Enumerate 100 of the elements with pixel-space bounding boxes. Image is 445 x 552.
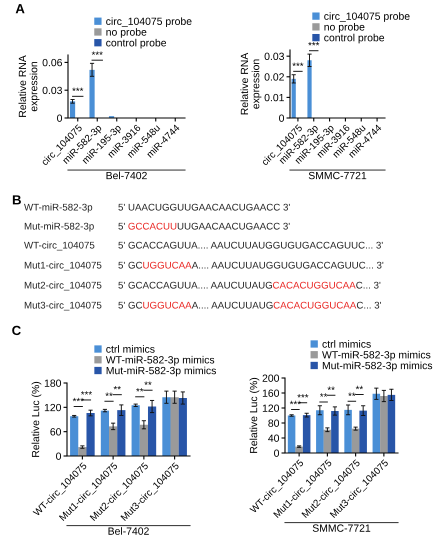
y-tick-label: 40 [268, 434, 280, 442]
y-tick-label: 80 [268, 420, 280, 427]
x-axis-title: SMMC-7721 [308, 172, 366, 180]
legend-label: WT-miR-582-3p mimics [322, 350, 430, 361]
text: WT-miR-582-3p [24, 203, 92, 213]
bar [109, 426, 118, 456]
bar [388, 394, 396, 453]
bar [70, 416, 78, 456]
bar [140, 424, 148, 456]
y-tick-label: 120 [262, 404, 280, 412]
text: *** [308, 42, 320, 46]
bar [316, 410, 324, 453]
y-tick-label: 60 [50, 428, 62, 436]
annotation: ** [348, 392, 356, 396]
legend-label: no probe [324, 22, 364, 33]
bar [344, 410, 352, 453]
annotation: ** [356, 386, 364, 390]
y-tick-label: 200 [262, 374, 280, 382]
y-tick-label: 0.01 [264, 94, 284, 102]
legend-label: control probe [106, 38, 166, 49]
text: UGGUCAA [143, 262, 192, 269]
text: WT-circ_104075 [24, 241, 94, 250]
annotation: ** [114, 386, 121, 390]
text: 5' GC [118, 262, 142, 269]
bar [288, 416, 296, 453]
y-tick-label: 120 [44, 404, 62, 412]
legend-label: ctrl mimics [106, 345, 155, 353]
y-tick-label: 0.03 [264, 52, 284, 60]
legend-label: ctrl mimics [322, 340, 371, 348]
bar [359, 410, 367, 453]
text: CACACUGGUCAA [272, 282, 356, 289]
chart-title: A [16, 4, 25, 14]
annotation: ** [136, 388, 144, 392]
x-axis-title: Bel-7402 [108, 527, 149, 535]
bar [324, 430, 332, 453]
legend-label: Mut-miR-582-3p mimics [322, 362, 432, 372]
text: A.... AAUCUUAUG [192, 302, 273, 309]
y-tick-label: 0 [279, 114, 284, 122]
text: C... 3' [356, 282, 380, 289]
annotation: ** [144, 382, 152, 385]
bar [380, 396, 388, 453]
y-tick-label: 0 [57, 114, 62, 122]
bar [352, 428, 360, 453]
y-axis-title: Relative RNA expression [240, 52, 262, 114]
legend-label: control probe [324, 34, 384, 44]
bar [372, 394, 380, 453]
bar [70, 101, 76, 118]
text: GCCACUU [128, 222, 176, 230]
annotation: *** [80, 391, 92, 395]
legend-label: circ_104075 probe [106, 17, 192, 28]
text: CACACUGGUCAA [274, 302, 356, 309]
annotation: ** [320, 393, 328, 397]
annotation: ** [328, 386, 335, 390]
bar [302, 415, 310, 453]
text: Mut-miR-582-3p [24, 222, 94, 232]
annotation: *** [292, 62, 304, 66]
annotation: ** [105, 392, 113, 396]
text: Mut2-circ_104075 [24, 281, 102, 290]
text: C... 3' [356, 302, 381, 309]
y-tick-label: 160 [262, 390, 280, 397]
annotation: *** [297, 394, 308, 398]
y-tick-label: 180 [44, 380, 62, 387]
bar [132, 405, 140, 456]
legend-label: circ_104075 probe [324, 12, 410, 22]
y-tick-label: 0.03 [42, 86, 62, 94]
bar [178, 398, 187, 456]
text: UGGUCAA [143, 302, 192, 309]
y-axis-title: Relative Luc (%) [250, 378, 260, 453]
y-axis-title: Relative Luc (%) [32, 382, 42, 457]
x-axis-title: SMMC-7721 [312, 524, 370, 532]
legend-label: Mut-miR-582-3p mimics [106, 366, 216, 376]
bar [86, 413, 95, 456]
bar [100, 410, 110, 456]
text: 5' UAACUGGUUGAACAACUGAACC 3' [118, 204, 290, 211]
bar [78, 447, 86, 456]
bar [170, 397, 179, 456]
y-tick-label: 0.06 [42, 58, 62, 66]
bar [331, 411, 339, 453]
text: 5' GCACCAGUUA.... AAUCUUAUG [118, 282, 272, 289]
annotation: *** [72, 398, 84, 402]
text: UUGAACAACUGAACC 3' [178, 222, 290, 230]
y-axis-title: Relative RNA expression [18, 55, 40, 117]
annotation: *** [290, 400, 301, 404]
text: Mut3-circ_104075 [24, 301, 102, 310]
bar [117, 410, 126, 456]
bar [148, 406, 156, 456]
x-axis-title: Bel-7402 [106, 172, 147, 180]
bar [89, 70, 95, 118]
text: A.... AAUCUUAUGGUGUGACCAGUUC... 3' [192, 262, 384, 269]
text: Mut1-circ_104075 [24, 261, 102, 270]
text: 5' GC [118, 302, 142, 309]
y-tick-label: 0 [274, 450, 280, 457]
text: *** [92, 51, 103, 55]
y-tick-label: 0 [56, 452, 62, 460]
text: B [12, 195, 21, 204]
text: 5' [118, 222, 125, 230]
y-tick-label: 0.02 [264, 73, 284, 81]
annotation: *** [72, 88, 84, 92]
legend-label: no probe [106, 28, 146, 38]
text: 5' GCACCAGUUA.... AAUCUUAUGGUGUGACCAGUUC... 3' [118, 242, 383, 249]
